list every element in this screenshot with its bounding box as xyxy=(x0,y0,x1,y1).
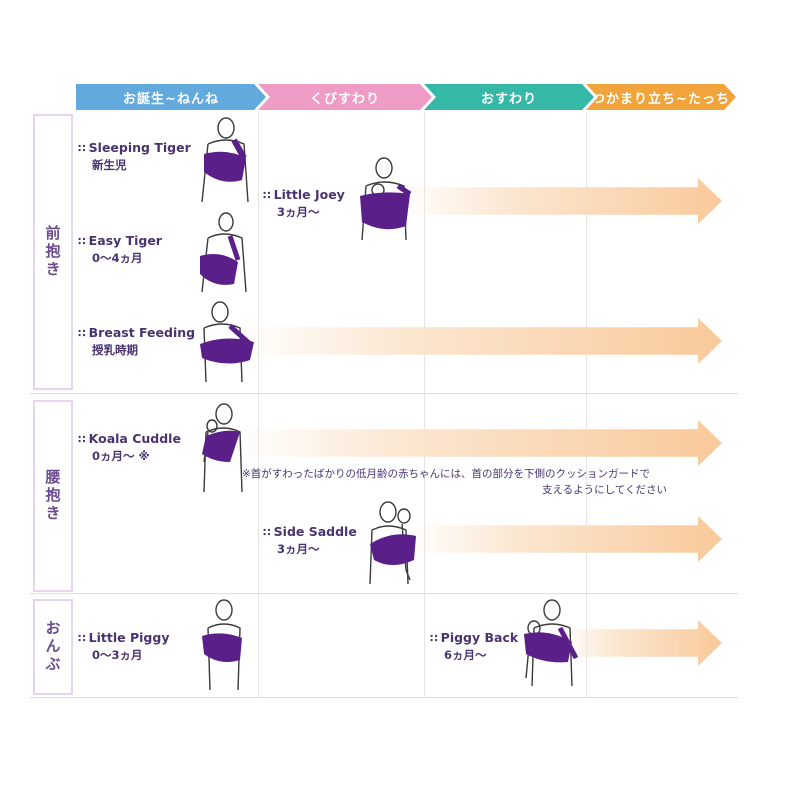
position-koala-cuddle: Koala Cuddle 0ヵ月～ ※ xyxy=(78,431,181,464)
position-name: Piggy Back xyxy=(430,630,519,645)
grid-line xyxy=(586,112,587,697)
position-little-piggy: Little Piggy 0～3ヵ月 xyxy=(78,630,170,663)
category-hip-carry: 腰抱き xyxy=(33,400,73,592)
stage-standing: つかまり立ち~たっち xyxy=(586,84,736,110)
position-age: 6ヵ月～ xyxy=(444,648,487,662)
position-little-joey: Little Joey 3ヵ月～ xyxy=(263,187,345,220)
position-name: Easy Tiger xyxy=(78,233,162,248)
position-age: 3ヵ月～ xyxy=(277,542,320,556)
position-age: 3ヵ月～ xyxy=(277,205,320,219)
position-age: 授乳時期 xyxy=(92,343,138,357)
position-name: Koala Cuddle xyxy=(78,431,181,446)
little-piggy-figure-icon xyxy=(202,599,242,691)
position-sleeping-tiger: Sleeping Tiger 新生児 xyxy=(78,140,191,173)
progress-arrow-piggy-back xyxy=(560,620,722,666)
position-breast-feeding: Breast Feeding 授乳時期 xyxy=(78,325,195,358)
stage-label: つかまり立ち~たっち xyxy=(592,91,730,107)
position-name: Sleeping Tiger xyxy=(78,140,191,155)
sleeping-tiger-figure-icon xyxy=(201,117,249,203)
koala-cuddle-note: ※首がすわったばかりの低月齢の赤ちゃんには、首の部分を下側のクッションガードで … xyxy=(242,468,668,496)
progress-arrow-breast-feeding xyxy=(240,318,722,364)
stage-label: くびすわり xyxy=(309,91,380,107)
progress-arrow-koala-cuddle xyxy=(236,420,722,466)
progress-arrow-side-saddle xyxy=(410,516,722,562)
breast-feeding-figure-icon xyxy=(200,301,254,383)
piggy-back-figure-icon xyxy=(524,599,579,687)
stage-label: おすわり xyxy=(480,91,537,107)
position-age: 0～4ヵ月 xyxy=(92,251,143,265)
progress-arrow-little-joey xyxy=(400,178,722,224)
category-back-carry: おんぶ xyxy=(33,599,73,695)
position-name: Breast Feeding xyxy=(78,325,195,340)
stage-label: お誕生~ねんね xyxy=(123,91,219,107)
little-joey-figure-icon xyxy=(360,157,412,241)
position-age: 0～3ヵ月 xyxy=(92,648,143,662)
grid-line xyxy=(424,112,425,697)
position-piggy-back: Piggy Back 6ヵ月～ xyxy=(430,630,519,663)
position-name: Side Saddle xyxy=(263,524,357,539)
stage-sitting: おすわり xyxy=(424,84,594,110)
easy-tiger-figure-icon xyxy=(200,212,247,293)
stage-newborn: お誕生~ねんね xyxy=(76,84,266,110)
side-saddle-figure-icon xyxy=(369,501,416,585)
grid-line xyxy=(258,112,259,697)
grid-line xyxy=(30,393,738,394)
position-age: 新生児 xyxy=(92,158,127,172)
position-age: 0ヵ月～ ※ xyxy=(92,449,150,463)
position-name: Little Joey xyxy=(263,187,345,202)
stage-neck-control: くびすわり xyxy=(258,84,432,110)
koala-cuddle-figure-icon xyxy=(202,403,243,493)
category-front-carry: 前抱き xyxy=(33,114,73,390)
position-side-saddle: Side Saddle 3ヵ月～ xyxy=(263,524,357,557)
grid-line xyxy=(30,593,738,594)
position-name: Little Piggy xyxy=(78,630,170,645)
grid-line xyxy=(30,697,738,698)
position-easy-tiger: Easy Tiger 0～4ヵ月 xyxy=(78,233,162,266)
